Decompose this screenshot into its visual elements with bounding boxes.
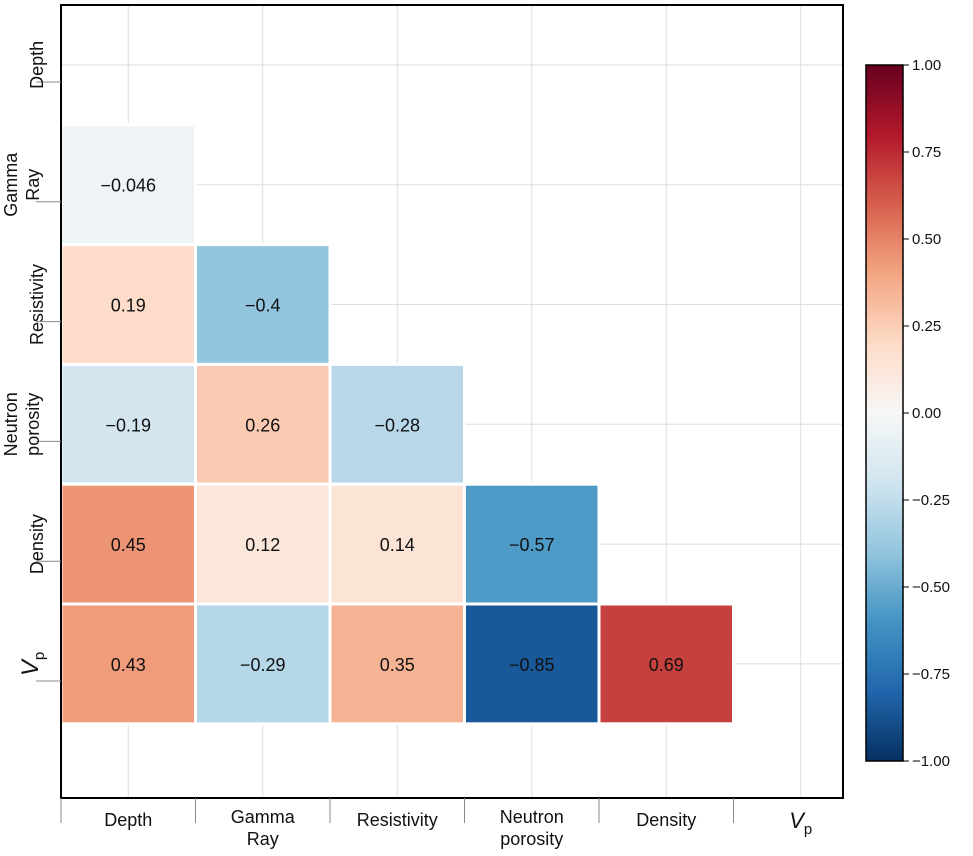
- cell-value-label: −0.57: [509, 535, 555, 555]
- heatmap-cell: [59, 602, 197, 726]
- heatmap-cell: [328, 362, 466, 486]
- y-tick-label: Depth: [27, 41, 47, 89]
- heatmap-cell: [597, 602, 735, 726]
- colorbar-tick-label: 0.50: [912, 231, 941, 248]
- colorbar-gradient: [865, 64, 904, 762]
- heatmap-cell: [194, 362, 332, 486]
- cell-value-label: −0.046: [100, 176, 156, 196]
- colorbar-tick-label: −0.50: [912, 579, 950, 596]
- colorbar-tick-label: −0.75: [912, 666, 950, 683]
- colorbar-tick-label: −0.25: [912, 492, 950, 509]
- cell-value-label: 0.19: [111, 296, 146, 316]
- colorbar-tick-label: 0.75: [912, 144, 941, 161]
- heatmap-cells: −0.046 0.19 −0.4 −0.19 0.26 −0.28 0.45 0.12 0.14…: [59, 123, 735, 726]
- colorbar: 1.00 0.75 0.50 0.25 0.00 −0.25 −0.50 −0.75 −1.00: [865, 57, 950, 770]
- cell-value-label: 0.14: [380, 535, 415, 555]
- heatmap-cell: [59, 123, 197, 247]
- y-tick-label: Neutron porosity: [1, 392, 43, 456]
- y-tick-label: Density: [27, 514, 47, 574]
- x-tick-label: Density: [636, 810, 696, 830]
- x-tick-label: Neutron porosity: [500, 807, 564, 849]
- cell-value-label: −0.4: [245, 296, 281, 316]
- cell-value-label: 0.45: [111, 535, 146, 555]
- x-tick-label: Gamma Ray: [231, 807, 296, 849]
- colorbar-tick-label: 0.25: [912, 318, 941, 335]
- cell-value-label: −0.85: [509, 655, 555, 675]
- y-tick-label: Gamma Ray: [1, 152, 43, 217]
- cell-value-label: 0.35: [380, 655, 415, 675]
- plot-frame: [60, 4, 844, 799]
- heatmap-cell: [194, 602, 332, 726]
- cell-value-label: 0.43: [111, 655, 146, 675]
- plot-border: [60, 4, 844, 799]
- y-tick-label: Vp: [17, 652, 48, 676]
- x-tick-label: Vp: [789, 808, 812, 838]
- colorbar-tick-label: −1.00: [912, 753, 950, 770]
- cell-value-label: −0.29: [240, 655, 286, 675]
- x-tick-label: Resistivity: [357, 810, 438, 830]
- y-axis-ticks: Depth Gamma Ray Resistivity Neutron porosity D…: [1, 41, 61, 682]
- cell-value-label: 0.12: [245, 535, 280, 555]
- cell-value-label: 0.26: [245, 415, 280, 435]
- cell-value-label: −0.19: [105, 415, 151, 435]
- x-axis-ticks: Depth Gamma Ray Resistivity Neutron porosity D…: [60, 798, 812, 849]
- heatmap-cell: [194, 243, 332, 366]
- colorbar-tick-label: 1.00: [912, 57, 941, 74]
- cell-value-label: 0.69: [649, 655, 684, 675]
- x-tick-label: Depth: [104, 810, 152, 830]
- y-tick-label: Resistivity: [27, 264, 47, 345]
- cell-value-label: −0.28: [374, 415, 420, 435]
- colorbar-tick-label: 0.00: [912, 405, 941, 422]
